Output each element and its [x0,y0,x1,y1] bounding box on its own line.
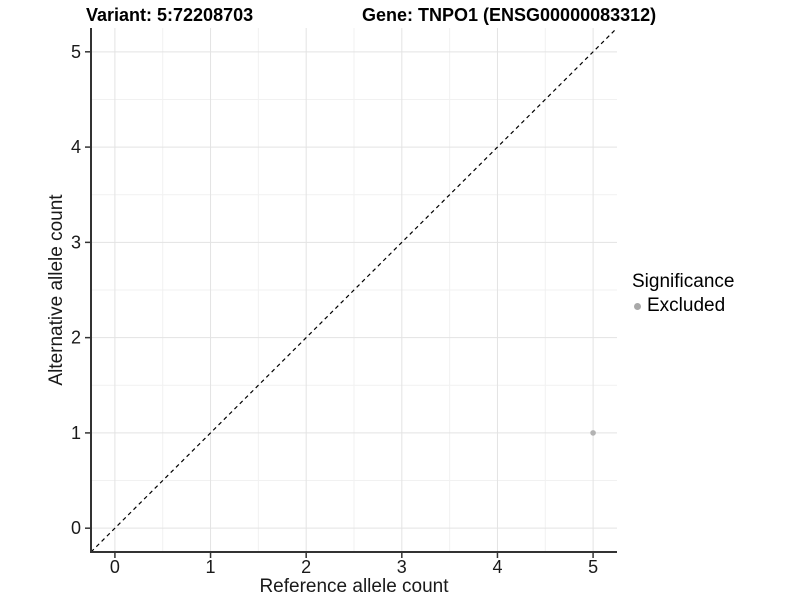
legend-title: Significance [632,271,735,292]
y-tick-label: 5 [71,42,81,62]
y-axis-label: Alternative allele count [46,194,67,386]
legend-item-label: Excluded [647,295,726,316]
x-tick-label: 0 [110,557,120,577]
x-tick-label: 2 [301,557,311,577]
x-tick-label: 4 [492,557,502,577]
legend: Significance Excluded [632,271,734,317]
x-axis-label: Reference allele count [259,576,449,597]
x-tick-label: 3 [397,557,407,577]
y-tick-label: 2 [71,328,81,348]
variant-title: Variant: 5:72208703 [86,5,254,25]
y-tick-label: 0 [71,518,81,538]
y-tick-label: 4 [71,137,81,157]
y-tick-label: 3 [71,232,81,252]
data-point [590,430,596,436]
x-tick-label: 5 [588,557,598,577]
legend-item-excluded: Excluded [632,295,734,317]
x-tick-label: 1 [206,557,216,577]
gene-title: Gene: TNPO1 (ENSG00000083312) [362,5,657,25]
legend-point-icon [634,302,641,310]
identity-dashed-line [90,27,618,553]
y-tick-label: 1 [71,423,81,443]
